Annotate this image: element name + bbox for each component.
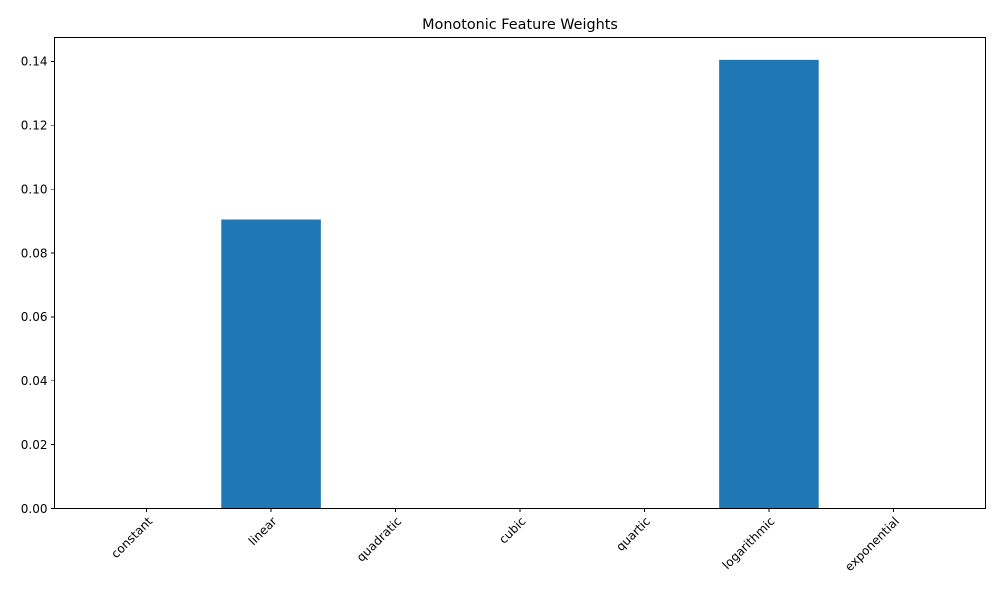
y-tick-label: 0.08 [21, 246, 48, 260]
x-tick-label-logarithmic: logarithmic [720, 514, 778, 572]
y-axis: 0.00 0.02 0.04 0.06 0.08 0.10 0.12 0.14 [21, 55, 55, 516]
bar-linear [221, 219, 321, 509]
y-tick-label: 0.06 [21, 310, 48, 324]
x-tick-label-constant: constant [108, 514, 155, 561]
y-tick-label: 0.10 [21, 182, 48, 196]
chart-title: Monotonic Feature Weights [422, 17, 618, 33]
plot-frame [54, 37, 986, 509]
x-tick-label-quadratic: quadratic [354, 514, 404, 564]
bar-logarithmic [719, 59, 819, 509]
y-tick-label: 0.02 [21, 438, 48, 452]
x-axis: constant linear quadratic cubic quartic logar… [108, 508, 902, 574]
y-tick-label: 0.04 [21, 374, 48, 388]
x-tick-label-quartic: quartic [613, 514, 653, 554]
y-tick-label: 0.00 [21, 502, 48, 516]
x-tick-label-cubic: cubic [496, 514, 528, 546]
y-tick-label: 0.14 [21, 55, 48, 69]
x-tick-label-exponential: exponential [842, 514, 902, 574]
bars-group [221, 59, 819, 509]
x-tick-label-linear: linear [246, 514, 280, 548]
y-tick-label: 0.12 [21, 119, 48, 133]
